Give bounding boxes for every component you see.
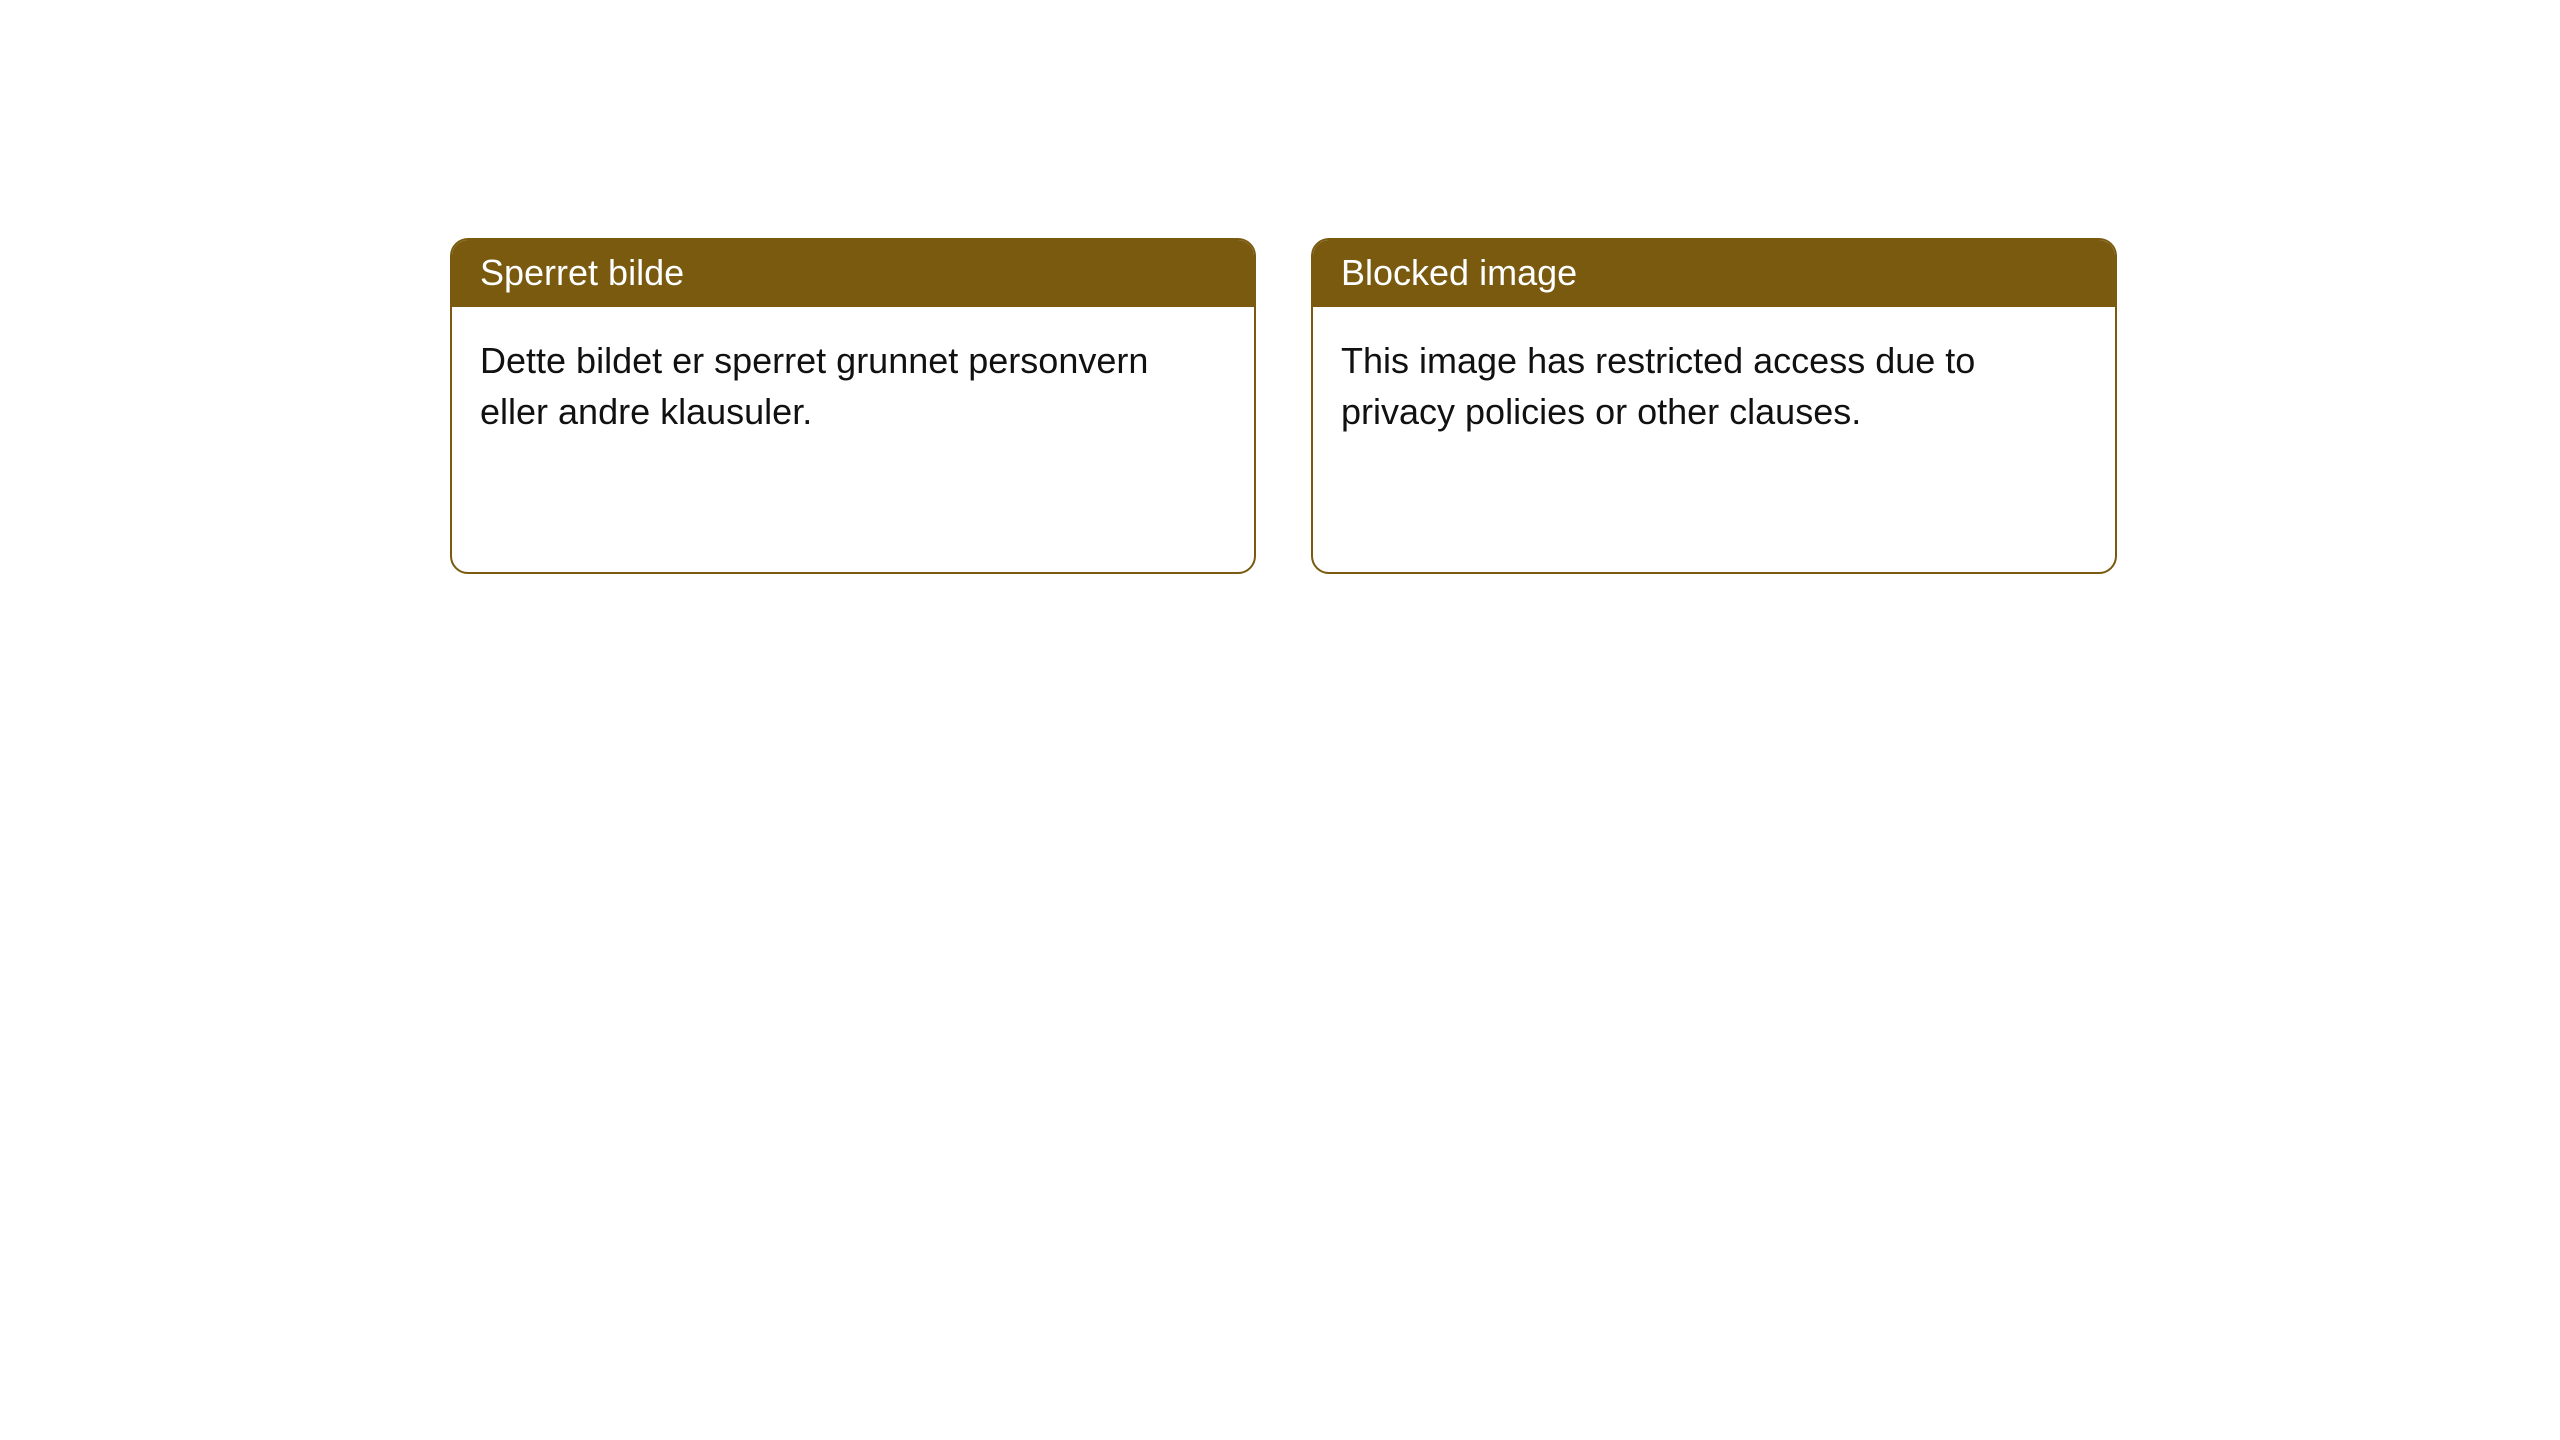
notice-card-norwegian: Sperret bilde Dette bildet er sperret gr… [450,238,1256,574]
notice-body: Dette bildet er sperret grunnet personve… [452,307,1254,465]
notice-card-english: Blocked image This image has restricted … [1311,238,2117,574]
notice-header: Blocked image [1313,240,2115,307]
notice-header: Sperret bilde [452,240,1254,307]
notice-body: This image has restricted access due to … [1313,307,2115,465]
notice-container: Sperret bilde Dette bildet er sperret gr… [0,0,2560,574]
